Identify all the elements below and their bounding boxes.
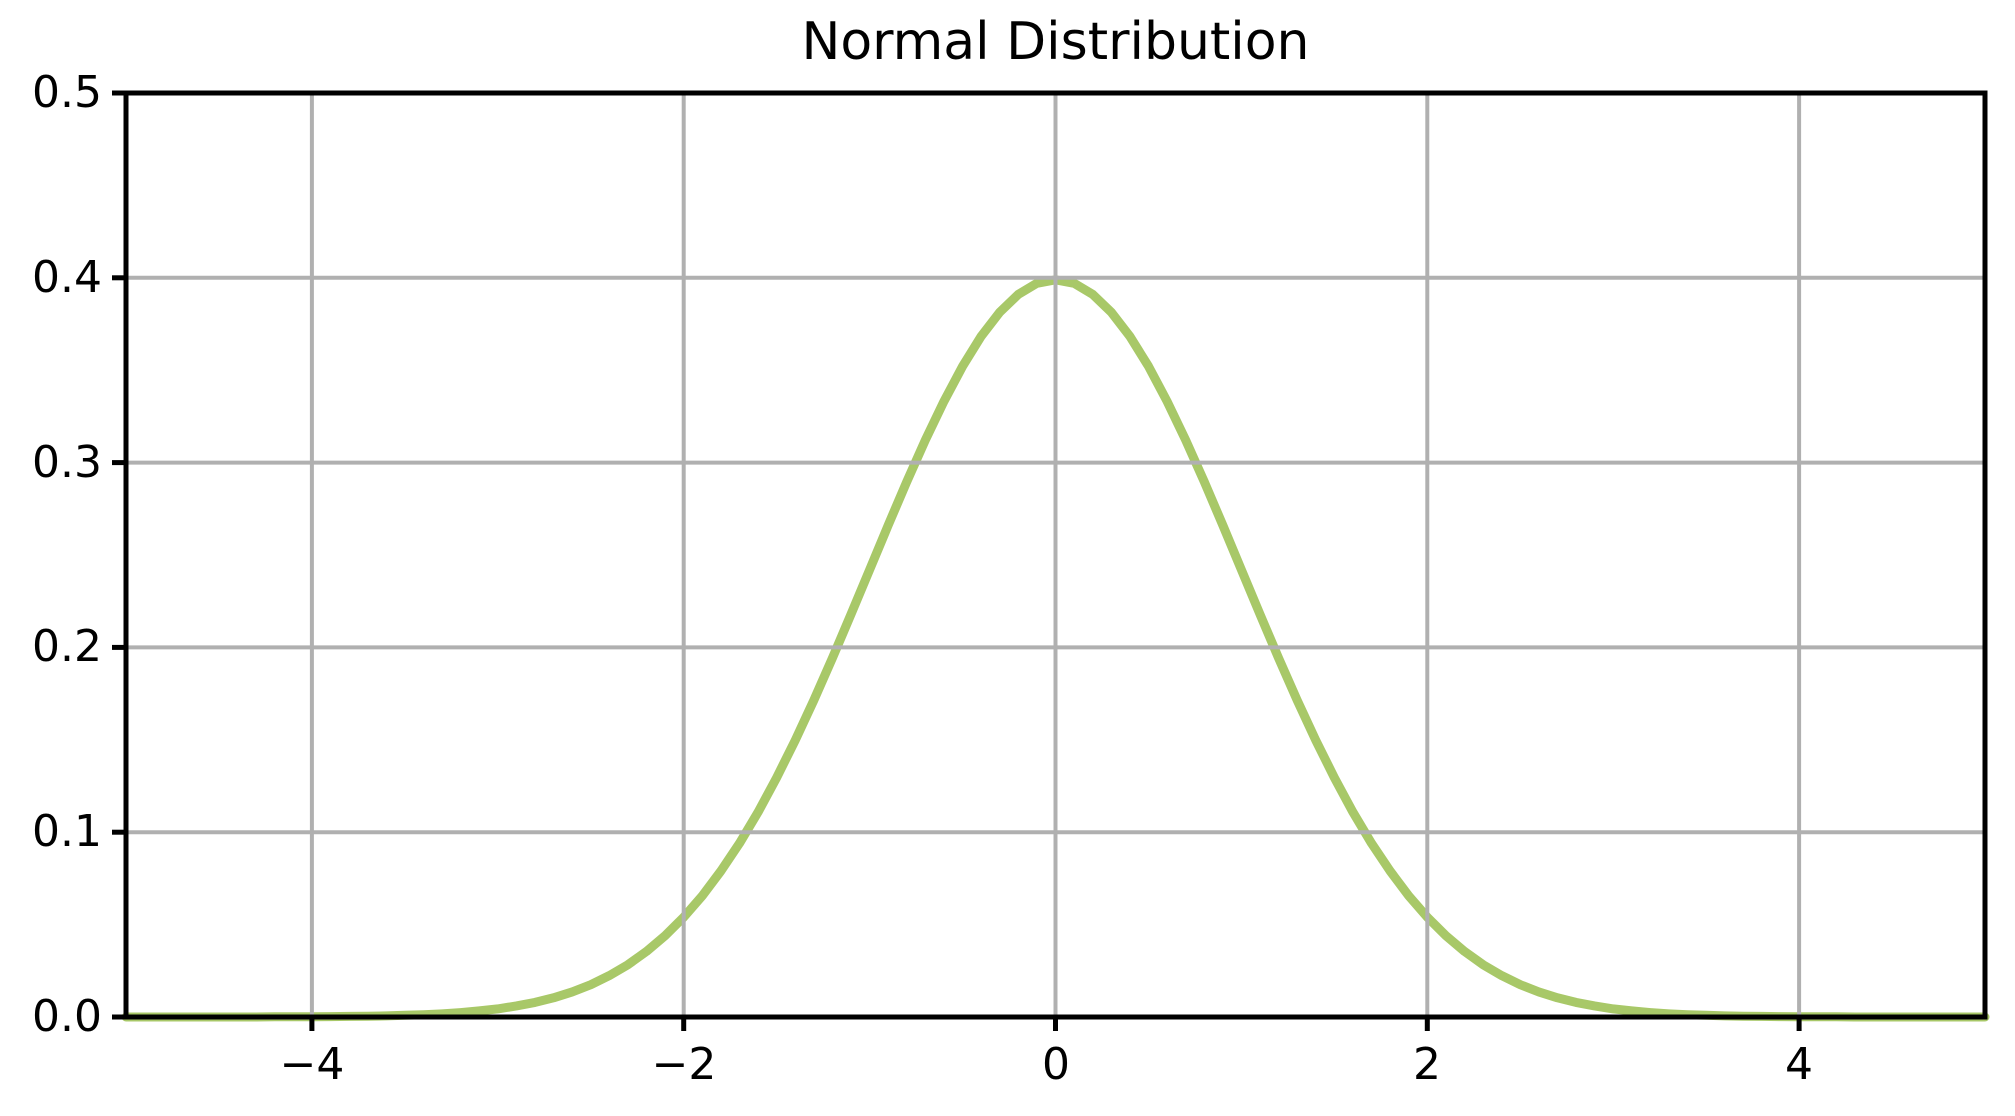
y-tick-label: 0.3	[32, 437, 102, 488]
y-tick-label: 0.1	[32, 806, 102, 857]
y-tick-label: 0.2	[32, 621, 102, 672]
x-tick-label: 4	[1785, 1039, 1813, 1090]
y-tick-label: 0.4	[32, 252, 102, 303]
axes-layer	[112, 90, 1988, 1031]
chart-title: Normal Distribution	[801, 12, 1310, 72]
y-tick-label: 0.5	[32, 67, 102, 118]
x-tick-label: 2	[1413, 1039, 1441, 1090]
x-tick-label: −2	[651, 1039, 717, 1090]
grid-layer	[126, 91, 1985, 1019]
x-tick-label: −4	[279, 1039, 345, 1090]
x-tick-label: 0	[1042, 1039, 1070, 1090]
y-tick-label: 0.0	[32, 991, 102, 1042]
